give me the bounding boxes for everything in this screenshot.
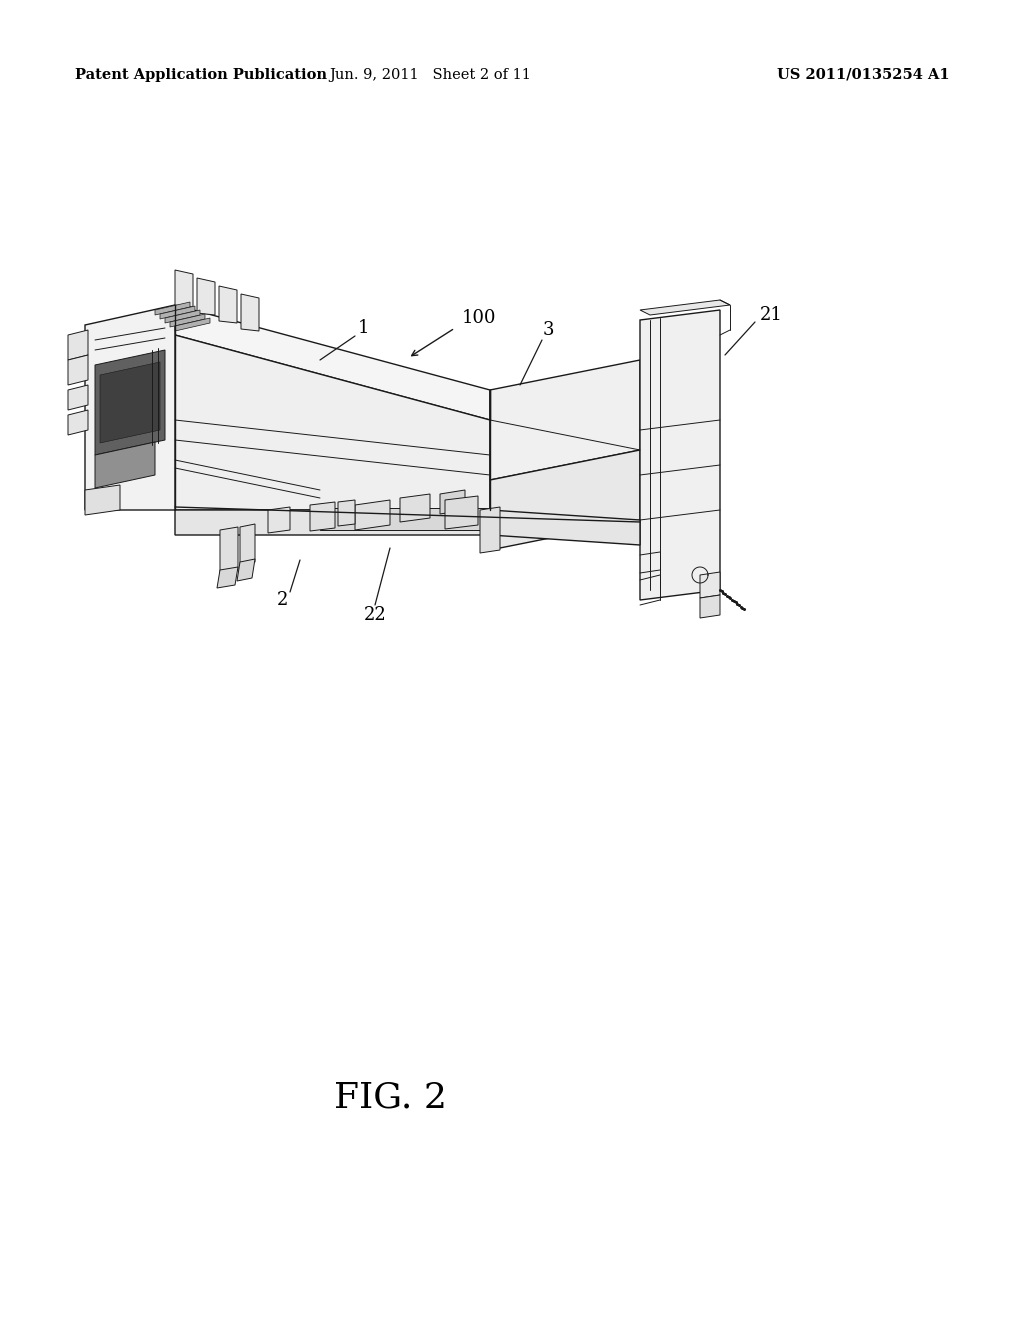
Polygon shape — [219, 286, 237, 323]
Text: 1: 1 — [357, 319, 369, 337]
Polygon shape — [175, 271, 193, 308]
Polygon shape — [155, 302, 190, 315]
Text: 22: 22 — [364, 606, 386, 624]
Polygon shape — [400, 494, 430, 521]
Polygon shape — [175, 510, 640, 545]
Polygon shape — [95, 350, 165, 455]
Polygon shape — [68, 330, 88, 360]
Polygon shape — [338, 500, 355, 525]
Polygon shape — [170, 314, 205, 327]
Polygon shape — [175, 318, 210, 331]
Polygon shape — [175, 335, 490, 510]
Polygon shape — [160, 306, 195, 319]
Polygon shape — [700, 595, 720, 618]
Text: FIG. 2: FIG. 2 — [334, 1080, 446, 1114]
Polygon shape — [268, 507, 290, 533]
Polygon shape — [85, 305, 175, 510]
Polygon shape — [440, 490, 465, 513]
Polygon shape — [220, 527, 238, 573]
Text: 3: 3 — [543, 321, 554, 339]
Polygon shape — [240, 524, 255, 565]
Polygon shape — [640, 300, 730, 315]
Polygon shape — [490, 450, 640, 550]
Polygon shape — [319, 508, 490, 531]
Polygon shape — [700, 572, 720, 598]
Polygon shape — [445, 496, 478, 529]
Polygon shape — [68, 355, 88, 385]
Polygon shape — [640, 310, 720, 601]
Polygon shape — [68, 411, 88, 436]
Text: US 2011/0135254 A1: US 2011/0135254 A1 — [777, 69, 950, 82]
Polygon shape — [100, 362, 160, 444]
Polygon shape — [480, 507, 500, 553]
Polygon shape — [355, 500, 390, 531]
Polygon shape — [241, 294, 259, 331]
Polygon shape — [490, 360, 640, 480]
Text: 100: 100 — [462, 309, 497, 327]
Polygon shape — [175, 305, 490, 420]
Text: Patent Application Publication: Patent Application Publication — [75, 69, 327, 82]
Polygon shape — [217, 568, 238, 587]
Polygon shape — [85, 484, 120, 515]
Polygon shape — [310, 502, 335, 531]
Text: 2: 2 — [276, 591, 288, 609]
Text: 21: 21 — [760, 306, 783, 323]
Polygon shape — [237, 558, 255, 581]
Polygon shape — [68, 385, 88, 411]
Polygon shape — [197, 279, 215, 315]
Text: Jun. 9, 2011   Sheet 2 of 11: Jun. 9, 2011 Sheet 2 of 11 — [329, 69, 530, 82]
Polygon shape — [165, 310, 200, 323]
Polygon shape — [95, 442, 155, 488]
